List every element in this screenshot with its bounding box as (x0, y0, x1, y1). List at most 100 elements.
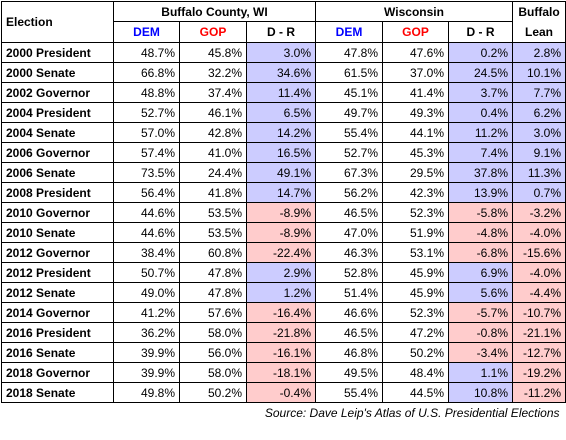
table-row: 2004 Senate 57.0% 42.8% 14.2% 55.4% 44.1% 11.2… (1, 122, 566, 143)
election-cell: 2000 Senate (1, 62, 114, 83)
county-dem-cell: 39.9% (113, 342, 180, 363)
state-dem-cell: 52.7% (315, 142, 383, 163)
state-dem-header: DEM (315, 21, 383, 43)
table-row: 2002 Governor 48.8% 37.4% 11.4% 45.1% 41.4% 3.… (1, 82, 566, 103)
county-dem-cell: 48.7% (113, 42, 180, 63)
lean-cell: 2.8% (512, 42, 566, 63)
source-row: Source: Dave Leip's Atlas of U.S. Presid… (1, 402, 566, 422)
county-dr-cell: 3.0% (246, 42, 316, 63)
state-dr-cell: 0.2% (448, 42, 513, 63)
table-row: 2010 Governor 44.6% 53.5% -8.9% 46.5% 52.3% -5… (1, 202, 566, 223)
header-row-sub: DEM GOP D - R DEM GOP D - R Lean (2, 21, 566, 43)
state-dr-cell: 11.2% (448, 122, 513, 143)
election-cell: 2006 Senate (1, 162, 114, 183)
county-dr-cell: 16.5% (246, 142, 316, 163)
election-cell: 2010 Senate (1, 222, 114, 243)
state-gop-cell: 42.3% (382, 182, 449, 203)
table-row: 2012 Senate 49.0% 47.8% 1.2% 51.4% 45.9% 5.6% -… (1, 282, 566, 303)
state-dem-cell: 47.8% (315, 42, 383, 63)
table-row: 2000 Senate 66.8% 32.2% 34.6% 61.5% 37.0% 24.5… (1, 62, 566, 83)
state-dr-cell: 24.5% (448, 62, 513, 83)
state-dem-cell: 47.0% (315, 222, 383, 243)
county-dem-cell: 41.2% (113, 302, 180, 323)
county-dr-cell: 49.1% (246, 162, 316, 183)
election-cell: 2010 Governor (1, 202, 114, 223)
lean-cell: 6.2% (512, 102, 566, 123)
state-dem-cell: 55.4% (315, 122, 383, 143)
table-row: 2006 Senate 73.5% 24.4% 49.1% 67.3% 29.5% 37.8… (1, 162, 566, 183)
state-dr-cell: -4.8% (448, 222, 513, 243)
table-body: 2000 President 48.7% 45.8% 3.0% 47.8% 47.6% 0.… (1, 42, 566, 403)
county-dem-cell: 66.8% (113, 62, 180, 83)
state-dr-cell: -6.8% (448, 242, 513, 263)
state-dr-cell: 5.6% (448, 282, 513, 303)
lean-cell: -19.2% (512, 362, 566, 383)
county-gop-cell: 58.0% (179, 322, 247, 343)
table-row: 2018 Governor 39.9% 58.0% -18.1% 49.5% 48.4% 1… (1, 362, 566, 383)
county-dem-cell: 44.6% (113, 222, 180, 243)
state-dem-cell: 56.2% (315, 182, 383, 203)
county-gop-cell: 45.8% (179, 42, 247, 63)
county-dr-cell: 1.2% (246, 282, 316, 303)
state-dem-cell: 45.1% (315, 82, 383, 103)
county-dr-cell: 11.4% (246, 82, 316, 103)
state-gop-cell: 48.4% (382, 362, 449, 383)
county-dem-cell: 52.7% (113, 102, 180, 123)
county-dem-cell: 36.2% (113, 322, 180, 343)
state-dr-cell: 13.9% (448, 182, 513, 203)
state-dr-cell: -5.7% (448, 302, 513, 323)
state-dr-cell: 0.4% (448, 102, 513, 123)
state-gop-cell: 47.6% (382, 42, 449, 63)
table-row: 2012 Governor 38.4% 60.8% -22.4% 46.3% 53.1% -… (1, 242, 566, 263)
county-dem-cell: 49.0% (113, 282, 180, 303)
county-dr-cell: -8.9% (246, 222, 316, 243)
county-gop-cell: 41.8% (179, 182, 247, 203)
county-dem-cell: 49.8% (113, 382, 180, 403)
county-dr-cell: 6.5% (246, 102, 316, 123)
lean-cell: 3.0% (512, 122, 566, 143)
table-row: 2018 Senate 49.8% 50.2% -0.4% 55.4% 44.5% 10.8… (1, 382, 566, 403)
county-dr-cell: -16.4% (246, 302, 316, 323)
state-dem-cell: 67.3% (315, 162, 383, 183)
election-header: Election (1, 1, 114, 43)
state-gop-cell: 51.9% (382, 222, 449, 243)
lean-cell: -15.6% (512, 242, 566, 263)
county-dem-cell: 57.4% (113, 142, 180, 163)
election-cell: 2018 Governor (1, 362, 114, 383)
lean-cell: 11.3% (512, 162, 566, 183)
county-gop-cell: 46.1% (179, 102, 247, 123)
lean-cell: 9.1% (512, 142, 566, 163)
state-dr-cell: 1.1% (448, 362, 513, 383)
county-gop-cell: 47.8% (179, 282, 247, 303)
state-dem-cell: 55.4% (315, 382, 383, 403)
state-dem-cell: 46.3% (315, 242, 383, 263)
state-gop-cell: 29.5% (382, 162, 449, 183)
state-gop-cell: 45.9% (382, 282, 449, 303)
lean-header-line1: Buffalo (512, 1, 566, 22)
county-dem-cell: 57.0% (113, 122, 180, 143)
lean-cell: 10.1% (512, 62, 566, 83)
table-row: 2004 President 52.7% 46.1% 6.5% 49.7% 49.3% 0.… (1, 102, 566, 123)
lean-header-line2: Lean (512, 21, 566, 43)
table-row: 2012 President 50.7% 47.8% 2.9% 52.8% 45.9% 6.… (1, 262, 566, 283)
county-gop-cell: 58.0% (179, 362, 247, 383)
state-gop-cell: 45.9% (382, 262, 449, 283)
lean-cell: 7.7% (512, 82, 566, 103)
county-dr-cell: 14.7% (246, 182, 316, 203)
table-row: 2016 President 36.2% 58.0% -21.8% 46.5% 47.2%… (1, 322, 566, 343)
county-dr-cell: 2.9% (246, 262, 316, 283)
state-dr-header: D - R (448, 21, 513, 43)
county-dr-cell: -16.1% (246, 342, 316, 363)
election-cell: 2012 Senate (1, 282, 114, 303)
county-dem-header: DEM (113, 21, 180, 43)
county-gop-cell: 50.2% (179, 382, 247, 403)
state-gop-cell: 44.1% (382, 122, 449, 143)
county-dem-cell: 44.6% (113, 202, 180, 223)
election-cell: 2018 Senate (1, 382, 114, 403)
state-gop-cell: 50.2% (382, 342, 449, 363)
election-cell: 2004 President (1, 102, 114, 123)
state-dr-cell: 6.9% (448, 262, 513, 283)
election-cell: 2004 Senate (1, 122, 114, 143)
state-dem-cell: 46.5% (315, 322, 383, 343)
county-dem-cell: 39.9% (113, 362, 180, 383)
